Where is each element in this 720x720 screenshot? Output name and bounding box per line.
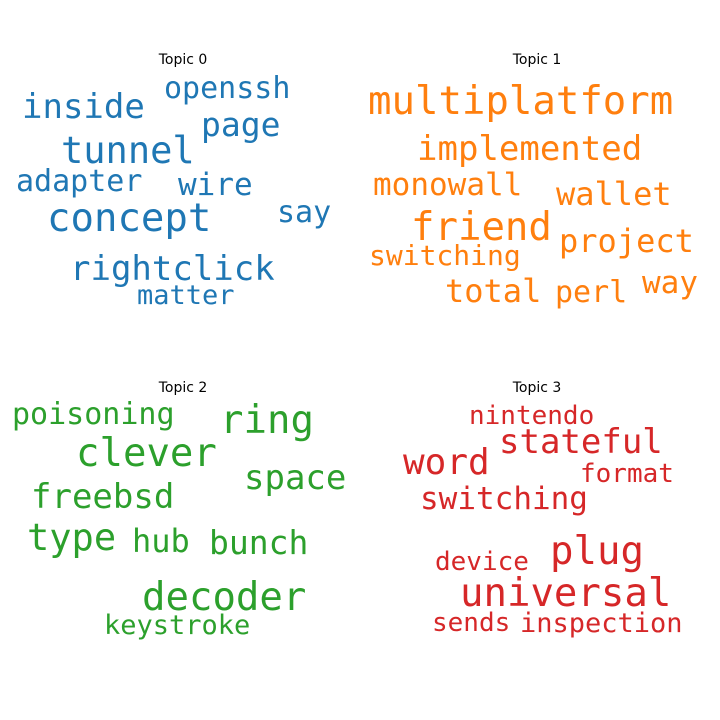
word: universal [460,571,672,616]
word: device [435,547,529,577]
word: inside [22,87,145,127]
topic-2-panel: Topic 2 poisoning ring clever space free… [0,328,360,688]
word: tunnel [61,129,195,172]
word: hub [132,522,190,560]
topic-3-panel: Topic 3 nintendo stateful word format sw… [360,328,720,688]
word: way [642,265,698,301]
word: multiplatform [368,79,674,124]
topic-1-title: Topic 1 [512,52,562,68]
word: implemented [417,129,643,169]
word: wire [178,167,253,203]
word: matter [137,280,235,311]
word: monowall [373,167,523,203]
word: adapter [16,164,143,199]
topic-1-panel: Topic 1 multiplatform implemented monowa… [360,0,720,360]
word: page [201,105,281,144]
word: friend [411,205,552,250]
word: keystroke [104,610,251,641]
word: ring [220,398,314,443]
topic-0-panel: Topic 0 openssh inside page tunnel adapt… [0,0,360,360]
word: freebsd [31,477,175,517]
word: type [27,516,117,559]
word: format [580,459,674,489]
topic-0-title: Topic 0 [158,52,208,68]
word: switching [420,481,588,517]
word: poisoning [12,397,175,432]
word: project [559,222,694,260]
word: rightclick [70,249,275,289]
word: space [244,458,347,498]
word: sends [432,608,511,638]
word: openssh [164,71,291,106]
word: wallet [556,175,672,213]
word: inspection [520,608,683,639]
topic-2-title: Topic 2 [158,380,208,396]
word: say [277,195,332,230]
word: total [445,272,542,310]
topic-3-title: Topic 3 [512,380,562,396]
word: plug [550,529,644,574]
word: switching [369,239,521,272]
word: stateful [499,422,663,462]
word: clever [76,431,217,476]
word: concept [47,196,212,241]
word: perl [555,275,628,310]
word: bunch [209,523,309,562]
word: decoder [142,575,307,620]
word: nintendo [469,401,595,431]
word: word [403,442,490,483]
